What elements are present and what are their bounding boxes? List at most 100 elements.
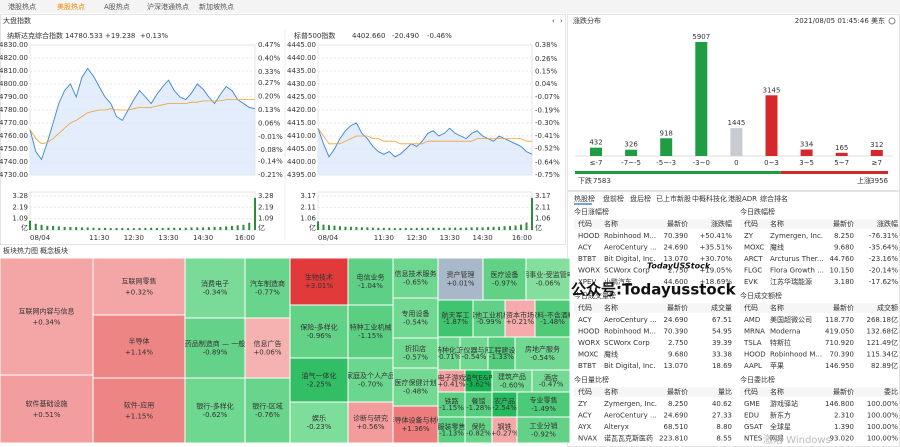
prev-arrow[interactable]: ‹ — [552, 17, 555, 25]
table-cell[interactable]: 网易 — [770, 435, 784, 443]
table-cell[interactable]: HOOD — [578, 232, 600, 240]
table-cell[interactable]: AeroCentury ... — [604, 244, 657, 252]
top-tab[interactable]: A股热点 — [104, 2, 130, 11]
heatmap-cell[interactable]: 保险-多样化-0.96% — [290, 305, 348, 358]
heatmap-cell[interactable]: 医疗保健计划-0.48% — [393, 368, 438, 406]
table-cell[interactable]: Robinhood M... — [604, 328, 656, 336]
table-cell[interactable]: EDU — [744, 412, 759, 420]
table-cell[interactable]: 游戏驿站 — [770, 399, 798, 408]
table-cell[interactable]: AYX — [578, 423, 592, 431]
table-cell[interactable]: 魔线 — [604, 350, 618, 359]
heatmap-cell[interactable]: 诊断与研究+0.56% — [348, 402, 393, 443]
heatmap-cell[interactable]: 铁路-1.15% — [438, 392, 465, 417]
ranking-tab[interactable]: 中概科技化 — [692, 194, 727, 203]
heatmap-cell[interactable]: 药品制造商 — 一般-0.89% — [185, 318, 245, 378]
heatmap-cell[interactable]: 家庭及个人产品-0.70% — [346, 358, 395, 402]
table-cell[interactable]: MOXC — [744, 244, 764, 252]
table-cell[interactable]: AeroCentury ... — [604, 412, 657, 420]
table-cell[interactable]: MRNA — [744, 328, 765, 336]
table-cell[interactable]: EVK — [744, 278, 758, 286]
table-cell[interactable]: WORX — [578, 339, 600, 347]
ranking-tab[interactable]: 热股榜 — [574, 194, 595, 203]
table-cell[interactable]: ZY — [578, 400, 588, 408]
heatmap-cell[interactable]: 酒店-0.47% — [532, 370, 570, 392]
heatmap-tab[interactable]: 板块热力图 — [3, 246, 38, 255]
heatmap-cell[interactable]: 餐馆-1.28% — [465, 392, 492, 417]
table-cell[interactable]: Zymergen, Inc. — [604, 400, 657, 408]
table-cell[interactable]: Robinhood M... — [770, 351, 822, 359]
table-cell[interactable]: 新东方 — [770, 411, 791, 420]
table-cell[interactable]: AMD — [744, 316, 760, 324]
heatmap-cell[interactable]: 航天军工-1.87% — [438, 300, 473, 337]
heatmap-cell[interactable]: 资本市场+0.21% — [505, 300, 535, 337]
heatmap-cell[interactable]: 油气E&P-3.62% — [464, 370, 492, 392]
table-cell[interactable]: 美国超微公司 — [770, 315, 812, 324]
table-cell[interactable]: GME — [744, 400, 760, 408]
table-cell[interactable]: NTES — [744, 435, 763, 443]
table-cell[interactable]: Alteryx — [604, 423, 629, 431]
table-cell[interactable]: NVAX — [578, 435, 597, 443]
heatmap-cell[interactable]: 资产管理+0.01% — [438, 258, 483, 300]
heatmap-cell[interactable]: 汽车制造商-0.77% — [245, 258, 290, 318]
top-tab[interactable]: 新加坡热点 — [199, 2, 234, 11]
table-cell[interactable]: Arcturus Ther... — [770, 255, 824, 263]
heatmap-cell[interactable]: 软件-应用 +1.15% — [93, 378, 185, 443]
heatmap-cell[interactable]: 软件基础设施 +0.51% — [0, 375, 93, 443]
heatmap-cell[interactable]: 生物技术+3.01% — [290, 258, 348, 305]
table-cell[interactable]: 小鹏汽车 — [604, 277, 632, 286]
heatmap-cell[interactable]: 公用事业-受监管电力-0.06% — [515, 258, 581, 300]
heatmap-cell[interactable]: 工业分销-0.92% — [517, 417, 570, 443]
top-tab[interactable]: 港股热点 — [8, 2, 36, 11]
table-cell[interactable]: HOOD — [744, 351, 766, 359]
heatmap-cell[interactable]: 保险-0.82% — [465, 417, 492, 443]
heatmap-cell[interactable]: 信息广告+0.06% — [245, 318, 290, 378]
heatmap-cell[interactable]: 电信业务-1.04% — [348, 258, 393, 305]
heatmap-cell[interactable]: 半导体 +1.14% — [93, 315, 185, 378]
table-cell[interactable]: ARCT — [744, 255, 763, 263]
table-cell[interactable]: ACY — [578, 316, 592, 324]
heatmap-cell[interactable]: 特种工业机械-1.15% — [348, 305, 393, 358]
table-cell[interactable]: SCWorx Corp — [604, 267, 650, 275]
heatmap-tab[interactable]: 概念板块 — [40, 246, 68, 255]
heatmap-cell[interactable]: 互联网内容与信息 +0.34% — [0, 258, 93, 375]
heatmap-cell[interactable]: 工程建设-1.33% — [488, 337, 516, 370]
heatmap-cell[interactable]: 折扣店-0.57% — [393, 338, 438, 368]
table-cell[interactable]: FLGC — [744, 267, 762, 275]
top-tab[interactable]: 美股热点 — [57, 2, 85, 11]
table-cell[interactable]: ACY — [578, 244, 592, 252]
table-cell[interactable]: GSAT — [744, 423, 763, 431]
heatmap-cell[interactable]: 专用设备-0.54% — [393, 298, 438, 338]
table-cell[interactable]: Bit Digital, Inc. — [604, 362, 655, 370]
heatmap-cell[interactable]: 银行-多样化-0.62% — [185, 378, 245, 443]
heatmap-cell[interactable]: 医疗仪器与用品-0.54% — [450, 337, 499, 370]
table-cell[interactable]: BTBT — [578, 362, 597, 370]
table-cell[interactable]: ACY — [578, 412, 592, 420]
table-cell[interactable]: 特斯拉 — [770, 338, 791, 347]
heatmap-cell[interactable]: 消费电子-0.34% — [185, 258, 245, 318]
table-cell[interactable]: Robinhood M... — [604, 232, 656, 240]
table-cell[interactable]: Zymergen, Inc. — [770, 232, 823, 240]
ranking-tab[interactable]: 盘后榜 — [630, 194, 651, 203]
table-cell[interactable]: SCWorx Corp — [604, 339, 650, 347]
heatmap-cell[interactable]: 半导体设备与材料+1.36% — [388, 406, 444, 443]
ranking-tab[interactable]: 港股ADR — [728, 194, 757, 203]
heatmap-cell[interactable]: 房地产服务-0.54% — [515, 337, 570, 370]
heatmap-cell[interactable]: 专业零售-1.49% — [517, 392, 570, 417]
table-cell[interactable]: Moderna — [770, 328, 801, 336]
heatmap-cell[interactable]: 信息技术服务-0.65% — [393, 258, 438, 298]
table-cell[interactable]: 全球星 — [770, 422, 791, 431]
table-cell[interactable]: TSLA — [743, 339, 762, 347]
table-cell[interactable]: AeroCentury ... — [604, 316, 657, 324]
next-arrow[interactable]: › — [560, 17, 563, 25]
refresh-icon[interactable] — [888, 17, 896, 25]
table-cell[interactable]: Flora Growth ... — [770, 267, 824, 275]
heatmap-cell[interactable]: 服装零售-1.13% — [438, 417, 466, 443]
table-cell[interactable]: 江苏华瑞能源 — [770, 277, 812, 286]
table-cell[interactable]: 诺瓦瓦克斯医药 — [604, 434, 653, 443]
table-cell[interactable]: 魔线 — [770, 243, 784, 252]
ranking-tab[interactable]: 盘前榜 — [603, 194, 624, 203]
heatmap-cell[interactable]: 建筑产品-0.60% — [492, 370, 532, 392]
heatmap-cell[interactable]: 互联网零售 +0.32% — [93, 258, 185, 315]
top-tab[interactable]: 沪深港通热点 — [147, 2, 189, 11]
ranking-tab[interactable]: 已上市新股 — [656, 194, 691, 203]
